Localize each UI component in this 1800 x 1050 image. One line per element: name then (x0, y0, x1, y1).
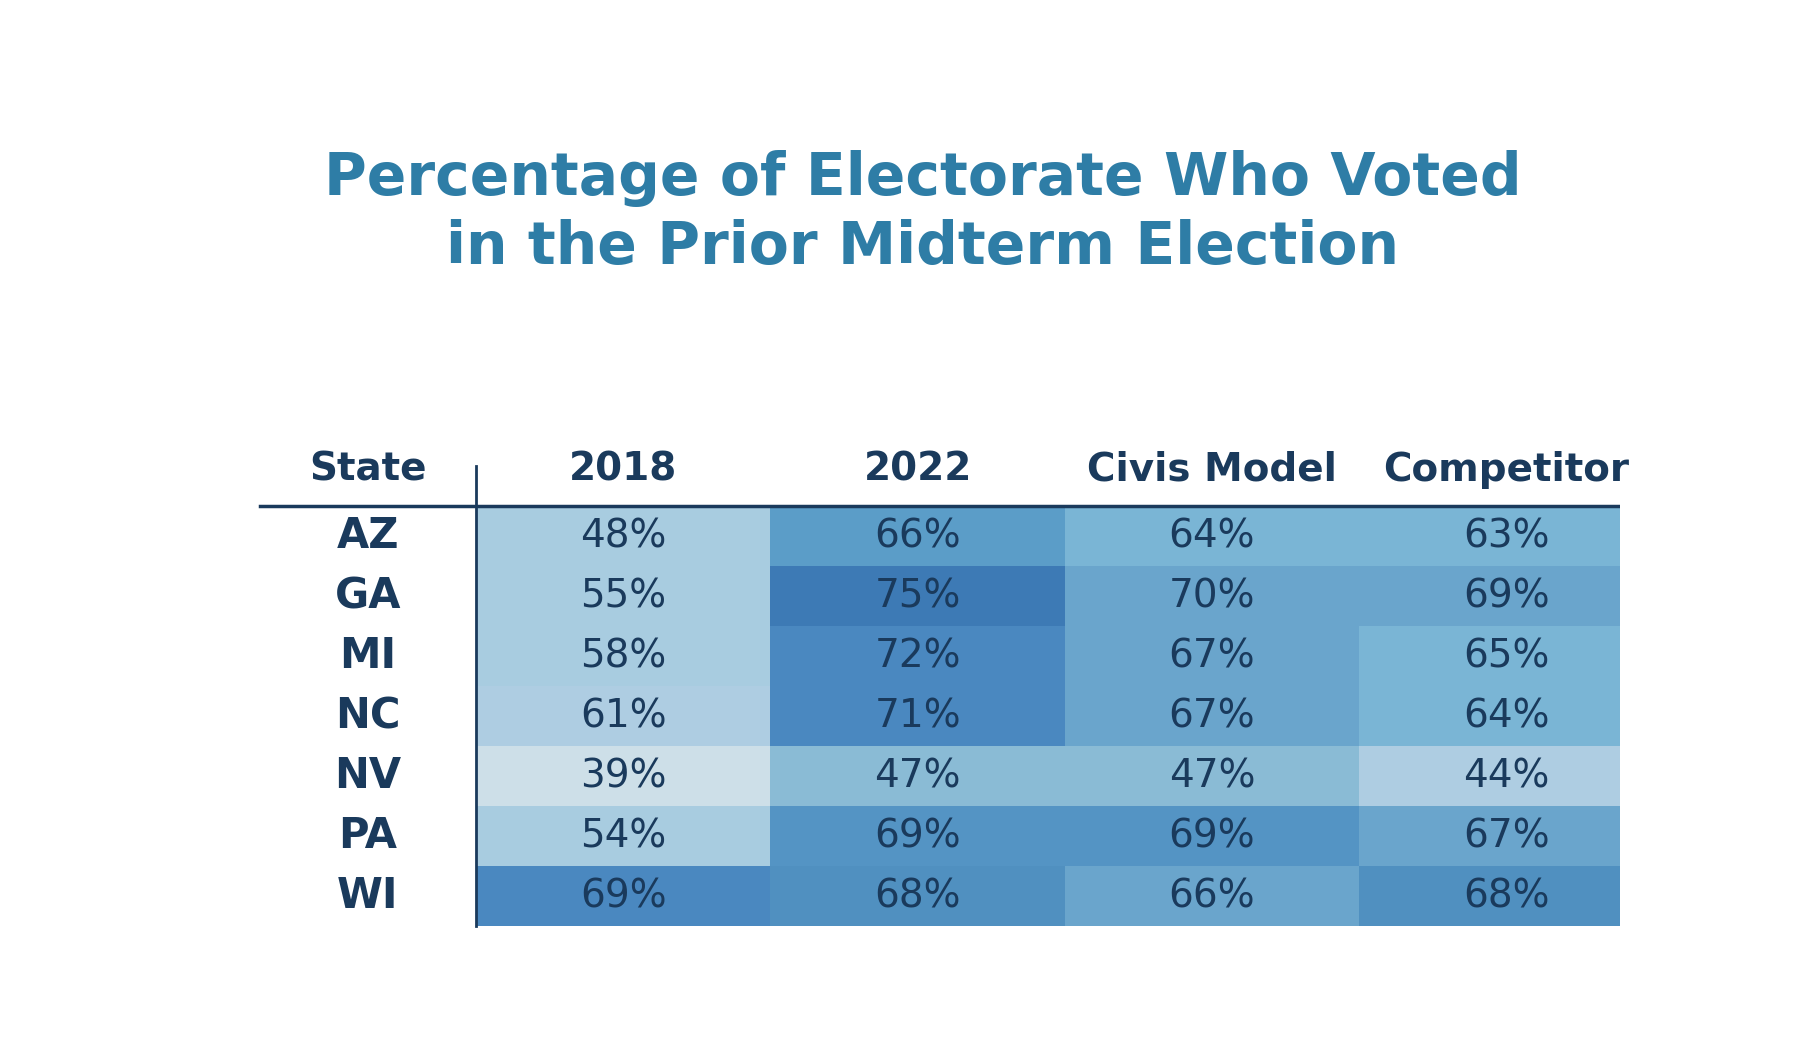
Text: 2018: 2018 (569, 450, 677, 488)
Text: NV: NV (335, 755, 401, 797)
Text: WI: WI (337, 876, 400, 918)
Text: 44%: 44% (1463, 757, 1550, 795)
FancyBboxPatch shape (1066, 626, 1359, 687)
FancyBboxPatch shape (1066, 866, 1359, 926)
FancyBboxPatch shape (1359, 566, 1654, 626)
FancyBboxPatch shape (1359, 626, 1654, 687)
Text: 2022: 2022 (864, 450, 972, 488)
Text: PA: PA (338, 815, 398, 857)
Text: MI: MI (340, 635, 396, 677)
FancyBboxPatch shape (770, 626, 1066, 687)
Text: 68%: 68% (1463, 878, 1550, 916)
Text: 69%: 69% (1463, 578, 1550, 615)
Text: 61%: 61% (580, 697, 666, 735)
Text: NC: NC (335, 695, 401, 737)
Text: 47%: 47% (875, 757, 961, 795)
Text: Competitor: Competitor (1384, 450, 1629, 488)
Text: State: State (310, 450, 427, 488)
FancyBboxPatch shape (1066, 566, 1359, 626)
FancyBboxPatch shape (1359, 747, 1654, 806)
Text: 55%: 55% (580, 578, 666, 615)
FancyBboxPatch shape (1066, 747, 1359, 806)
Text: 47%: 47% (1168, 757, 1255, 795)
Text: 63%: 63% (1463, 517, 1550, 555)
FancyBboxPatch shape (475, 747, 770, 806)
FancyBboxPatch shape (770, 506, 1066, 566)
Text: 64%: 64% (1463, 697, 1550, 735)
Text: 58%: 58% (580, 637, 666, 675)
FancyBboxPatch shape (1359, 687, 1654, 747)
Text: 69%: 69% (580, 878, 666, 916)
Text: AZ: AZ (337, 514, 400, 556)
Text: 54%: 54% (580, 817, 666, 856)
Text: 69%: 69% (1168, 817, 1255, 856)
FancyBboxPatch shape (770, 566, 1066, 626)
FancyBboxPatch shape (475, 506, 770, 566)
Text: 75%: 75% (875, 578, 961, 615)
Text: 66%: 66% (875, 517, 961, 555)
FancyBboxPatch shape (770, 806, 1066, 866)
FancyBboxPatch shape (475, 566, 770, 626)
FancyBboxPatch shape (1066, 506, 1359, 566)
FancyBboxPatch shape (770, 747, 1066, 806)
FancyBboxPatch shape (1066, 806, 1359, 866)
Text: 72%: 72% (875, 637, 961, 675)
FancyBboxPatch shape (475, 687, 770, 747)
FancyBboxPatch shape (475, 866, 770, 926)
FancyBboxPatch shape (1359, 806, 1654, 866)
FancyBboxPatch shape (475, 806, 770, 866)
Text: GA: GA (335, 575, 401, 617)
FancyBboxPatch shape (475, 626, 770, 687)
Text: 67%: 67% (1168, 637, 1255, 675)
Text: 71%: 71% (875, 697, 961, 735)
FancyBboxPatch shape (770, 687, 1066, 747)
Text: 39%: 39% (580, 757, 666, 795)
Text: Civis Model: Civis Model (1087, 450, 1337, 488)
Text: 66%: 66% (1168, 878, 1255, 916)
FancyBboxPatch shape (1066, 687, 1359, 747)
Text: 67%: 67% (1463, 817, 1550, 856)
Text: 70%: 70% (1168, 578, 1255, 615)
Text: 48%: 48% (580, 517, 666, 555)
Text: 69%: 69% (875, 817, 961, 856)
Text: 67%: 67% (1168, 697, 1255, 735)
FancyBboxPatch shape (1359, 866, 1654, 926)
Text: Percentage of Electorate Who Voted
in the Prior Midterm Election: Percentage of Electorate Who Voted in th… (324, 150, 1521, 275)
Text: 68%: 68% (875, 878, 961, 916)
Text: 65%: 65% (1463, 637, 1550, 675)
FancyBboxPatch shape (1359, 506, 1654, 566)
Text: 64%: 64% (1168, 517, 1255, 555)
FancyBboxPatch shape (770, 866, 1066, 926)
